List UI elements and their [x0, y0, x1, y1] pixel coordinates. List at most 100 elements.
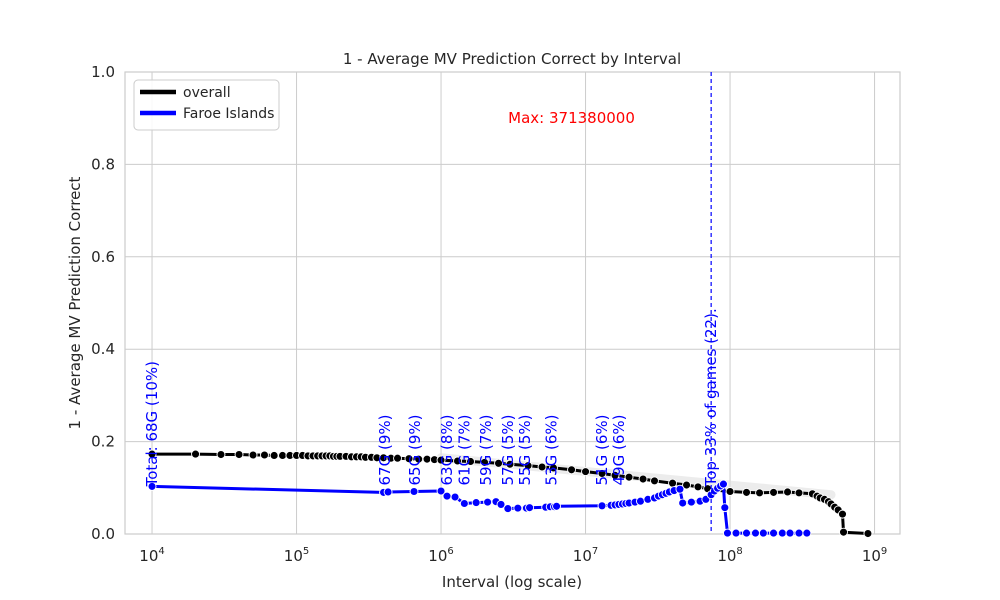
- overall-point: [216, 450, 226, 459]
- y-tick-label: 0.8: [91, 155, 115, 173]
- legend-entry: overall: [183, 85, 231, 101]
- annotation-label: Top 33% of games (22).: [702, 308, 720, 487]
- overall-point: [682, 480, 692, 490]
- x-tick-label: 109: [862, 546, 887, 565]
- x-tick-label: 106: [428, 546, 453, 565]
- y-tick-label: 0.2: [91, 433, 115, 451]
- overall-point: [269, 451, 279, 460]
- faroe-islands-point: [513, 503, 523, 513]
- overall-point: [234, 450, 244, 459]
- overall-point: [650, 476, 659, 486]
- overall-point: [494, 458, 503, 468]
- overall-point: [839, 527, 848, 537]
- overall-point: [278, 451, 287, 460]
- faroe-islands-point: [525, 503, 535, 513]
- faroe-islands-point: [442, 491, 452, 501]
- faroe-islands-point: [678, 498, 688, 508]
- overall-point: [523, 461, 533, 471]
- x-tick-label: 108: [717, 546, 742, 565]
- faroe-islands-point: [777, 528, 787, 538]
- annotation-label: 59G (7%): [477, 415, 495, 486]
- axes-border: [124, 71, 901, 535]
- overall-point: [610, 470, 620, 480]
- faroe-islands-point: [636, 496, 645, 506]
- max-label: Max: 371380000: [508, 109, 635, 127]
- faroe-islands-point: [552, 501, 562, 511]
- plot-area: Total: 68G (10%) 67G (9%) 65G (9%) 63G (8%)…: [143, 72, 873, 538]
- annotation-label: 67G (9%): [376, 415, 394, 486]
- annotation-label: 63G (8%): [438, 415, 456, 486]
- overall-point: [838, 509, 847, 519]
- faroe-islands-point: [718, 479, 728, 489]
- faroe-islands-point: [794, 528, 804, 538]
- overall-point: [422, 454, 432, 464]
- faroe-islands-point: [503, 504, 513, 514]
- legend: overall Faroe Islands: [133, 79, 280, 131]
- overall-point: [624, 472, 634, 482]
- faroe-islands-point: [147, 481, 157, 491]
- overall-point: [638, 474, 648, 484]
- overall-point: [567, 465, 576, 475]
- faroe-islands-point: [450, 492, 460, 502]
- faroe-islands-point: [686, 497, 696, 507]
- y-tick-label: 0.6: [91, 248, 115, 266]
- overall-point: [769, 487, 779, 497]
- faroe-islands-point: [471, 498, 481, 508]
- x-tick-label: 104: [139, 546, 164, 565]
- overall-point: [393, 453, 402, 463]
- overall-point: [537, 462, 547, 472]
- overall-point: [755, 488, 764, 498]
- faroe-islands-point: [436, 486, 446, 496]
- faroe-islands-point: [483, 497, 493, 507]
- overall-point: [668, 478, 677, 488]
- chart-title: 1 - Average MV Prediction Correct by Int…: [343, 50, 681, 68]
- overall-point: [466, 457, 475, 466]
- y-axis-ticks: 0.0 0.2 0.4 0.6 0.8 1.0: [91, 63, 115, 543]
- y-tick-label: 0.4: [91, 340, 115, 358]
- faroe-islands-point: [675, 484, 685, 494]
- y-axis-label: 1 - Average MV Prediction Correct: [66, 176, 84, 429]
- legend-entry: Faroe Islands: [183, 106, 274, 122]
- faroe-islands-point: [496, 499, 506, 509]
- annotation-label: 51G (6%): [593, 415, 611, 486]
- faroe-islands-point: [751, 528, 760, 538]
- faroe-islands-point: [802, 528, 812, 538]
- faroe-islands-point: [720, 503, 730, 513]
- overall-point: [597, 469, 607, 478]
- faroe-islands-point: [383, 487, 393, 497]
- faroe-islands-point: [785, 528, 795, 538]
- overall-point: [260, 450, 269, 460]
- annotation-label: Total: 68G (10%): [143, 361, 161, 487]
- annotation-label: 57G (5%): [499, 415, 517, 486]
- x-tick-label: 107: [573, 546, 598, 565]
- annotation-label: 53G (6%): [542, 415, 560, 486]
- faroe-islands-point: [409, 487, 419, 496]
- faroe-islands-point: [723, 528, 732, 538]
- faroe-islands-point: [758, 528, 768, 538]
- faroe-islands-point: [742, 528, 751, 538]
- overall-point: [863, 529, 873, 538]
- overall-point: [436, 455, 446, 465]
- overall-point: [505, 459, 515, 469]
- annotation-label: 55G (5%): [516, 415, 534, 486]
- overall-point: [693, 482, 703, 492]
- overall-point: [404, 454, 414, 464]
- overall-point: [794, 488, 804, 498]
- faroe-islands-point: [597, 501, 607, 511]
- overall-point: [783, 487, 793, 497]
- overall-point: [480, 457, 489, 467]
- x-axis-ticks: 104 105 106 107 108 109: [139, 546, 887, 565]
- overall-point: [147, 449, 157, 459]
- annotation-label: 65G (9%): [406, 415, 424, 486]
- faroe-islands-point: [731, 528, 741, 538]
- y-tick-label: 1.0: [91, 63, 115, 81]
- overall-point: [581, 467, 590, 477]
- overall-point: [742, 487, 751, 497]
- y-tick-label: 0.0: [91, 525, 115, 543]
- x-axis-label: Interval (log scale): [442, 573, 582, 591]
- overall-point: [549, 463, 558, 473]
- faroe-islands-point: [459, 499, 469, 508]
- overall-point: [191, 449, 200, 459]
- overall-point: [248, 450, 258, 460]
